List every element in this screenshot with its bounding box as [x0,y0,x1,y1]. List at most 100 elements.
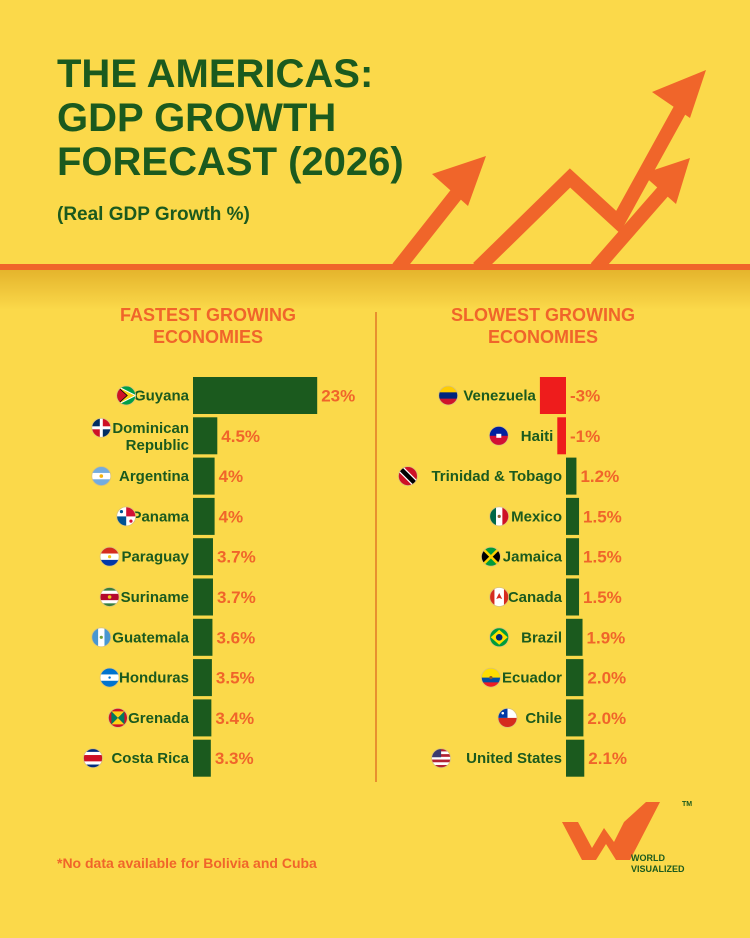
bar-row-ecuador: Ecuador 2.0% [480,659,626,697]
category-label: Paraguay [121,549,189,566]
bar-row-costa-rica: Costa Rica 3.3% [83,739,254,777]
category-label: Costa Rica [111,750,189,767]
brazil-flag-icon [489,627,510,648]
title-line: GDP GROWTH [57,96,337,140]
bar-row-paraguay: Paraguay 3.7% [99,538,256,576]
bar [193,659,212,697]
brand-line: VISUALIZED [631,864,685,874]
category-label: Brazil [521,629,562,646]
band-shadow [0,270,750,310]
value-label: 4.5% [221,427,260,446]
bar [193,417,218,455]
bar-row-honduras: Honduras 3.5% [99,659,255,697]
bar [566,699,584,737]
right-arrow-shaft [590,183,672,270]
dominican-republic-flag-icon [91,417,112,438]
category-label: Argentina [119,468,190,485]
bar [193,377,318,414]
bar-row-mexico: Mexico 1.5% [489,497,622,535]
value-label: 3.4% [215,709,254,728]
world-visualized-logo: TM [562,801,692,860]
heading-line: SLOWEST GROWING [451,305,635,325]
header-band [0,264,750,270]
suriname-flag-icon [99,587,120,607]
honduras-flag-icon [99,667,120,688]
haiti-flag-icon [488,425,509,446]
zigzag-arrow-shaft [473,102,689,270]
fastest-panel-heading: FASTEST GROWING ECONOMIES [58,304,358,348]
bar [193,739,211,777]
bar-row-guyana: Guyana 23% [116,377,355,414]
small-arrow-shaft [392,187,464,270]
value-label: 3.7% [217,548,256,567]
category-label: Honduras [119,670,189,687]
bar [193,538,213,576]
bar-row-suriname: Suriname 3.7% [99,578,256,616]
mexico-flag-icon [489,506,510,527]
bar [539,377,566,414]
category-label: Jamaica [503,549,563,566]
value-label: -1% [570,427,600,446]
canada-flag-icon [489,587,510,607]
heading-line: ECONOMIES [487,327,598,347]
value-label: 2.0% [587,709,626,728]
footnote: *No data available for Bolivia and Cuba [57,855,317,871]
bar-row-brazil: Brazil 1.9% [489,618,626,656]
bar-row-haiti: Haiti -1% [488,417,600,455]
bar [193,457,215,495]
value-label: 2.0% [587,669,626,688]
guyana-flag-icon [116,385,137,406]
value-label: 3.6% [216,628,255,647]
bar-row-dominican-republic: Dominican Republic 4.5% [91,417,260,455]
value-label: 4% [219,507,244,526]
paraguay-flag-icon [99,546,120,567]
category-label: Haiti [521,428,554,445]
chile-flag-icon [497,708,518,728]
venezuela-flag-icon [438,385,459,406]
bar [557,417,566,455]
category-label: Chile [525,710,562,727]
category-label: Ecuador [502,670,562,687]
bar [566,578,580,616]
growth-arrows-icon [392,70,706,270]
bar-row-jamaica: Jamaica 1.5% [480,538,622,576]
category-label: Trinidad & Tobago [431,468,562,485]
category-label: Suriname [121,589,189,606]
bar [193,497,215,535]
argentina-flag-icon [91,466,112,487]
bar [566,457,577,495]
bar-row-guatemala: Guatemala 3.6% [91,618,255,656]
bar-row-panama: Panama 4% [116,497,244,535]
guatemala-flag-icon [91,627,112,648]
bar-row-trinidad-and-tobago: Trinidad & Tobago 1.2% [397,457,619,495]
value-label: 4% [219,467,244,486]
value-label: 1.5% [583,588,622,607]
united-states-flag-icon [431,748,452,769]
category-label: Panama [131,508,189,525]
bar-row-canada: Canada 1.5% [489,578,622,616]
value-label: 3.3% [215,749,254,768]
value-label: 3.7% [217,588,256,607]
zigzag-arrowhead [652,70,706,118]
category-label: Canada [508,589,563,606]
panama-flag-icon [116,506,137,527]
title-line: THE AMERICAS: [57,52,374,96]
category-label: Guyana [134,388,190,405]
brand-name: WORLD VISUALIZED [631,853,685,875]
value-label: 1.9% [587,628,626,647]
category-label: Guatemala [112,629,189,646]
value-label: 1.2% [580,467,619,486]
grenada-flag-icon [108,708,128,728]
bar-row-grenada: Grenada 3.4% [108,699,254,737]
bar [566,659,584,697]
value-label: 3.5% [216,669,255,688]
bar-row-venezuela: Venezuela -3% [438,377,600,414]
heading-line: FASTEST GROWING [119,305,296,325]
category-label: Grenada [128,710,190,727]
bar [566,497,580,535]
ecuador-flag-icon [480,667,501,688]
page-title: THE AMERICAS: GDP GROWTH FORECAST (2026) [57,52,404,184]
